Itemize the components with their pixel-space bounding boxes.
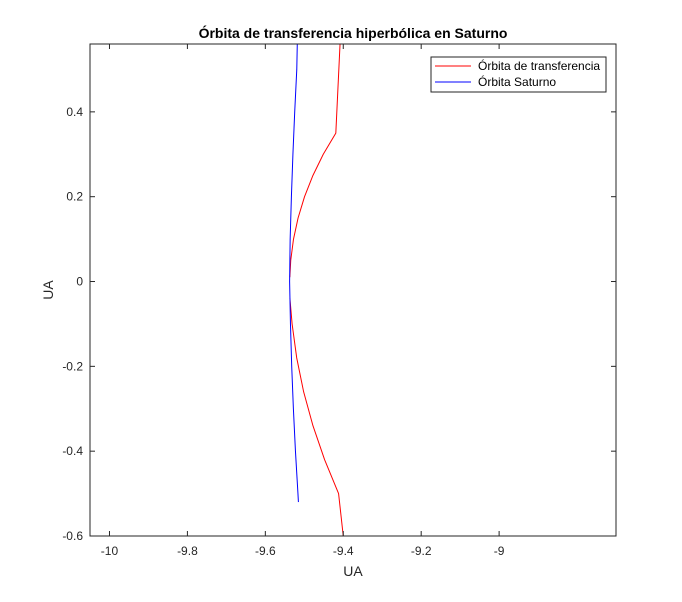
legend-box (430, 56, 607, 93)
x-tick-label: -9.4 (333, 544, 354, 558)
series-line-0-segment-1 (289, 298, 344, 536)
y-tick-label: -0.2 (62, 359, 83, 373)
y-tick-label: 0 (76, 275, 83, 289)
ticks-layer: -10 -9.8 -9.6 -9.4 -9.2 -9 -0.6 -0.4 -0.2 0 0.2 0.4 (62, 44, 616, 558)
x-tick-label: -9.6 (255, 544, 276, 558)
y-tick-label: 0.2 (66, 190, 83, 204)
series-line-1-segment-1 (289, 44, 298, 282)
y-tick-label: 0.4 (66, 105, 83, 119)
plot-frame (89, 43, 617, 537)
x-tick-label: -10 (101, 544, 119, 558)
series-layer (289, 44, 344, 536)
plot-area (90, 44, 616, 536)
legend-label-saturn-orbit: Órbita Saturno (478, 74, 556, 89)
chart-title: Órbita de transferencia hiperbólica en S… (199, 24, 508, 41)
y-tick-label: -0.4 (62, 444, 83, 458)
series-line-0-segment-0 (289, 44, 341, 278)
series-line-1-segment-0 (289, 281, 299, 503)
y-tick-label: -0.6 (62, 529, 83, 543)
legend-label-transfer-orbit: Órbita de transferencia (478, 58, 600, 73)
y-axis-label: UA (40, 280, 56, 300)
x-tick-label: -9.2 (411, 544, 432, 558)
x-axis-label: UA (343, 563, 363, 579)
legend: Órbita de transferencia Órbita Saturno (430, 56, 607, 93)
x-tick-label: -9.8 (177, 544, 198, 558)
x-tick-label: -9 (494, 544, 505, 558)
